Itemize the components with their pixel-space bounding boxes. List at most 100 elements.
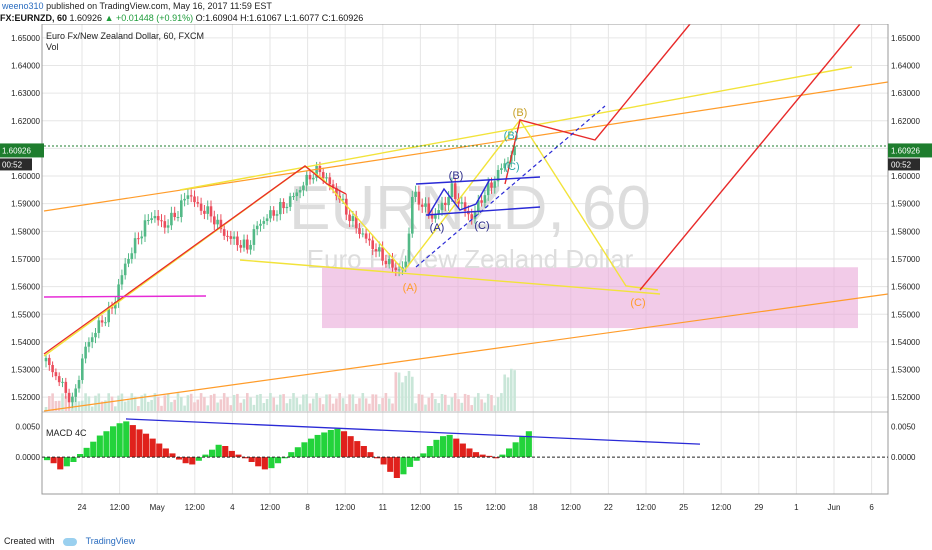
volume-bar	[160, 405, 163, 411]
volume-bar	[374, 394, 378, 411]
x-tick: 4	[230, 503, 235, 512]
macd-bar	[189, 457, 196, 465]
x-tick: 12:00	[561, 503, 582, 512]
macd-bar	[235, 454, 242, 458]
volume-bar	[358, 398, 361, 411]
symbol-label: FX:EURNZD, 60	[0, 13, 68, 23]
y-tick-left: 1.65000	[11, 34, 40, 43]
volume-bar	[239, 402, 242, 411]
y-tick-left: 1.54000	[11, 338, 40, 347]
candle-body	[364, 233, 368, 239]
volume-bar	[229, 405, 233, 411]
candle-body	[460, 202, 464, 204]
volume-bar	[127, 400, 130, 411]
x-tick: 12:00	[110, 503, 131, 512]
y-tick-right: 1.62000	[891, 117, 920, 126]
x-tick: 24	[78, 503, 87, 512]
candle-body	[288, 196, 292, 207]
candle-body	[490, 182, 493, 188]
candle-body	[199, 203, 203, 211]
macd-bar	[367, 452, 374, 458]
candle-body	[493, 181, 497, 188]
candle-body	[239, 245, 242, 248]
candle-body	[61, 381, 64, 383]
candle-body	[407, 233, 411, 262]
candle-body	[447, 197, 450, 206]
chart-canvas[interactable]: EURNZD, 60 Euro Fx/New Zealand Dollar (A…	[0, 24, 932, 532]
candle-body	[315, 165, 318, 178]
volume-bar	[51, 393, 54, 411]
macd-bar	[400, 457, 407, 475]
x-tick: 12:00	[636, 503, 657, 512]
volume-bar	[249, 397, 252, 411]
macd-bar	[387, 457, 394, 472]
volume-bar	[483, 402, 487, 411]
drawings: (A) (B) (C) (A) (B) (C) (B) (C)	[43, 24, 889, 412]
candle-body	[94, 332, 97, 338]
y-tick-left: 1.52000	[11, 393, 40, 402]
volume-bar	[477, 393, 480, 411]
candle-body	[387, 258, 391, 265]
candle-body	[480, 200, 483, 203]
volume-bar	[44, 407, 48, 411]
volume-bar	[189, 393, 193, 411]
candles	[44, 141, 516, 409]
candle-body	[427, 203, 431, 214]
candle-body	[345, 198, 348, 215]
pane-title: Euro Fx/New Zealand Dollar, 60, FXCM	[46, 31, 204, 41]
macd-bar	[169, 453, 176, 458]
footer-brand[interactable]: TradingView	[85, 536, 136, 546]
volume-bar	[354, 403, 358, 411]
candle-body	[48, 357, 51, 366]
macd-bar	[136, 429, 143, 458]
countdown-text: 00:52	[2, 160, 23, 169]
volume-bar	[434, 398, 437, 411]
macd-bar	[209, 449, 216, 458]
macd-bar	[248, 457, 255, 462]
candle-body	[203, 210, 206, 214]
wave-label-b-sub: (B)	[504, 130, 519, 142]
volume-bar	[90, 406, 94, 411]
blue-wave-path	[427, 178, 491, 217]
candle-body	[374, 249, 378, 252]
candle-body	[295, 192, 299, 197]
volume-bar	[513, 370, 516, 411]
volume-bar	[61, 393, 64, 411]
macd-y-tick-right: 0.0050	[891, 422, 916, 431]
macd-bar	[473, 452, 480, 458]
volume-bar	[196, 399, 200, 411]
y-tick-right: 1.60000	[891, 172, 920, 181]
countdown-flag	[888, 158, 920, 171]
candle-body	[325, 177, 328, 179]
volume-bar	[341, 398, 345, 411]
macd-bar	[275, 457, 282, 464]
price-flag-text: 1.60926	[891, 146, 920, 155]
candle-body	[269, 210, 272, 219]
macd-bar	[479, 454, 486, 458]
volume-bar	[285, 403, 289, 411]
candle-body	[163, 221, 167, 228]
candle-body	[262, 221, 266, 224]
y-tick-right: 1.65000	[891, 34, 920, 43]
price-flag-right	[888, 143, 932, 158]
macd-histogram	[44, 418, 701, 478]
volume-bar	[378, 404, 381, 411]
y-tick-right: 1.56000	[891, 283, 920, 292]
volume-bar	[503, 374, 506, 411]
macd-bar	[519, 436, 526, 458]
y-tick-right: 1.59000	[891, 200, 920, 209]
candle-body	[473, 210, 477, 219]
macd-bar	[492, 457, 499, 459]
countdown-text: 00:52	[891, 160, 912, 169]
publisher-username[interactable]: weeno310	[2, 1, 44, 11]
candle-body	[100, 320, 104, 323]
volume-bar	[440, 394, 444, 411]
volume-bar	[480, 399, 483, 411]
volume-bar	[259, 394, 262, 411]
candle-body	[486, 182, 490, 196]
candle-body	[180, 200, 183, 218]
candle-body	[371, 240, 374, 250]
candle-body	[272, 210, 275, 216]
target-zone	[322, 267, 858, 329]
volume-bar	[117, 395, 120, 411]
